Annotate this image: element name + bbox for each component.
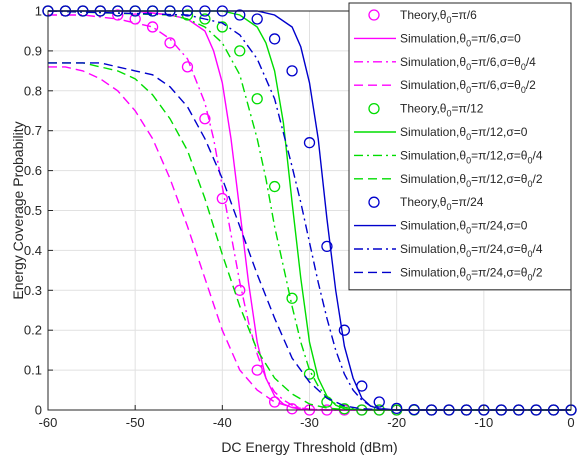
legend-entry: Simulation,θ0​=π/6,σ=0 xyxy=(354,31,521,48)
data-point xyxy=(251,93,263,105)
legend-entry: Simulation,θ0​=π/6,σ=θ0​/2 xyxy=(354,78,536,95)
legend-label: Simulation,θ0​=π/24,σ=0 xyxy=(400,219,528,236)
legend-entry: Simulation,θ0​=π/12,σ=θ0​/4 xyxy=(354,148,543,165)
y-tick-label: 0.4 xyxy=(24,243,42,258)
legend-entry: Simulation,θ0​=π/24,σ=0 xyxy=(354,219,528,236)
legend-label: Theory,θ0​=π/24 xyxy=(400,195,484,212)
y-tick-label: 0.3 xyxy=(24,283,42,298)
data-point xyxy=(199,113,211,125)
y-tick-label: 0.5 xyxy=(24,203,42,218)
legend-entry: Simulation,θ0​=π/6,σ=θ0​/4 xyxy=(354,55,536,72)
y-tick-label: 0.1 xyxy=(24,363,42,378)
data-point xyxy=(286,65,298,77)
simulation-line-dashed xyxy=(48,62,571,411)
legend-entry: Theory,θ0​=π/6 xyxy=(368,8,477,25)
x-tick-label: -40 xyxy=(213,415,232,430)
data-point xyxy=(216,192,228,205)
y-tick-label: 0.8 xyxy=(24,83,42,98)
simulation-line-dashdot xyxy=(47,10,571,411)
x-axis-label: DC Energy Threshold (dBm) xyxy=(221,439,397,455)
legend-marker xyxy=(368,196,380,208)
legend-label: Simulation,θ0​=π/24,σ=θ0​/4 xyxy=(400,242,543,259)
data-point xyxy=(268,396,281,408)
simulation-line-dashdot xyxy=(48,14,571,411)
x-tick-label: -10 xyxy=(474,415,493,430)
legend-entry: Theory,θ0​=π/12 xyxy=(368,102,484,119)
legend-entry: Simulation,θ0​=π/12,σ=θ0​/2 xyxy=(354,172,543,189)
data-point xyxy=(234,9,246,21)
legend-entry: Simulation,θ0​=π/12,σ=0 xyxy=(354,125,528,142)
y-tick-label: 0.6 xyxy=(24,163,42,178)
y-tick-label: 0.7 xyxy=(24,123,42,138)
x-tick-label: -50 xyxy=(126,415,145,430)
legend: Theory,θ0​=π/6 Simulation,θ0​=π/6,σ=0 Simu… xyxy=(348,2,572,291)
data-point xyxy=(303,137,316,149)
x-tick-label: -20 xyxy=(387,415,406,430)
legend-entry: Simulation,θ0​=π/24,σ=θ0​/2 xyxy=(354,265,543,282)
legend-marker xyxy=(368,9,380,21)
data-point xyxy=(234,45,246,57)
y-ticks: 0 0.1 0.2 0.3 0.4 0.5 0.6 0.7 0.8 0.9 1 xyxy=(24,4,53,418)
legend-label: Simulation,θ0​=π/12,σ=0 xyxy=(400,125,528,142)
data-point xyxy=(286,292,298,304)
data-point xyxy=(391,402,403,415)
data-point xyxy=(199,13,211,25)
data-point xyxy=(112,9,124,21)
data-point xyxy=(251,364,263,376)
legend-label: Theory,θ0​=π/12 xyxy=(400,102,484,119)
data-point xyxy=(164,37,176,49)
x-tick-label: -60 xyxy=(39,415,58,430)
simulation-line-dashdot xyxy=(47,10,571,411)
x-ticks: -60 -50 -40 -30 -20 -10 0 xyxy=(39,405,575,430)
simulation-line-dashed xyxy=(48,62,571,411)
data-point xyxy=(216,21,228,33)
simulation-line-solid xyxy=(48,10,571,411)
y-tick-label: 0.9 xyxy=(24,43,42,58)
legend-label: Simulation,θ0​=π/6,σ=θ0​/2 xyxy=(400,78,536,95)
legend-box xyxy=(348,2,572,291)
data-point xyxy=(146,21,159,33)
legend-label: Theory,θ0​=π/6 xyxy=(400,8,477,25)
data-point xyxy=(129,13,141,25)
x-tick-label: -30 xyxy=(300,415,319,430)
y-tick-label: 0 xyxy=(35,403,42,418)
x-tick-label: 0 xyxy=(567,415,574,430)
data-point xyxy=(268,33,281,45)
data-point xyxy=(321,240,333,253)
y-tick-label: 0.2 xyxy=(24,323,42,338)
legend-label: Simulation,θ0​=π/24,σ=θ0​/2 xyxy=(400,265,543,282)
data-point xyxy=(268,180,281,193)
legend-label: Simulation,θ0​=π/6,σ=0 xyxy=(400,31,521,48)
y-tick-label: 1 xyxy=(35,4,42,19)
data-point xyxy=(373,396,385,408)
legend-entry: Simulation,θ0​=π/24,σ=θ0​/4 xyxy=(354,242,543,259)
data-point xyxy=(181,61,194,73)
legend-label: Simulation,θ0​=π/12,σ=θ0​/4 xyxy=(400,148,543,165)
legend-label: Simulation,θ0​=π/12,σ=θ0​/2 xyxy=(400,172,543,189)
legend-marker xyxy=(368,102,380,115)
data-point xyxy=(338,324,351,336)
legend-label: Simulation,θ0​=π/6,σ=θ0​/4 xyxy=(400,55,536,72)
legend-entry: Theory,θ0​=π/24 xyxy=(368,195,484,212)
data-point xyxy=(251,13,263,25)
y-axis-label: Energy Coverage Probability xyxy=(10,121,26,299)
